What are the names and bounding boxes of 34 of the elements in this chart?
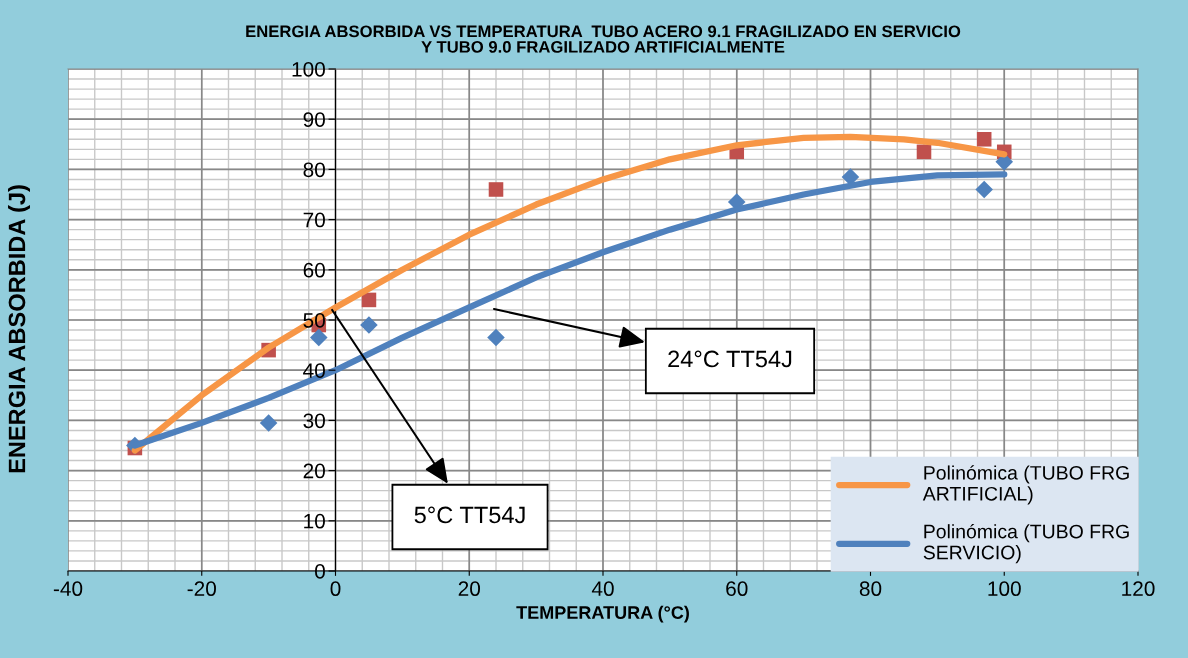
x-tick-label: 40: [591, 581, 614, 597]
x-tick-label: 100: [988, 581, 1021, 597]
y-tick-label: 80: [303, 162, 325, 178]
y-tick-label: 30: [303, 413, 325, 429]
x-tick-label: -20: [187, 581, 216, 597]
x-axis-title: TEMPERATURA (°C): [516, 605, 689, 623]
x-tick-label: 60: [726, 581, 748, 597]
legend-label: Polinómica (TUBO FRG ARTIFICIAL): [922, 465, 1129, 505]
point: [976, 132, 992, 147]
point: [488, 182, 504, 197]
x-tick-label: 120: [1122, 581, 1155, 597]
point: [487, 328, 505, 347]
y-tick-label: 20: [303, 463, 325, 479]
chart-title: ENERGIA ABSORBIDA VS TEMPERATURA TUBO ACERO 9.1 FRAGILIZADO EN SERVICIO Y TUBO 9.0 FRAGILIZADO ARTIFICIALMENTE: [246, 25, 961, 53]
y-tick-label: 10: [304, 513, 325, 529]
point: [259, 414, 278, 432]
x-tick-label: 0: [330, 581, 341, 597]
point: [360, 316, 378, 334]
y-tick-label: 60: [303, 262, 325, 278]
y-tick-label: 70: [303, 212, 325, 228]
annotation: 24°C TT54J: [668, 350, 792, 368]
annotation: 5°C TT54J: [414, 506, 525, 524]
y-tick-label: 50: [303, 313, 325, 328]
x-tick-label: 20: [458, 581, 481, 597]
legend-label: Polinómica (TUBO FRG SERVICIO): [923, 523, 1129, 564]
point: [975, 180, 993, 199]
x-tick-label: 80: [859, 581, 882, 597]
point: [916, 144, 932, 160]
y-tick-label: 90: [303, 112, 325, 127]
point: [310, 328, 328, 347]
y-tick-label: 40: [303, 363, 325, 378]
x-tick-label: -40: [53, 581, 83, 597]
y-tick-label: 100: [292, 62, 325, 77]
y-axis-title: ENERGIA ABSORBIDA (J): [7, 185, 30, 473]
